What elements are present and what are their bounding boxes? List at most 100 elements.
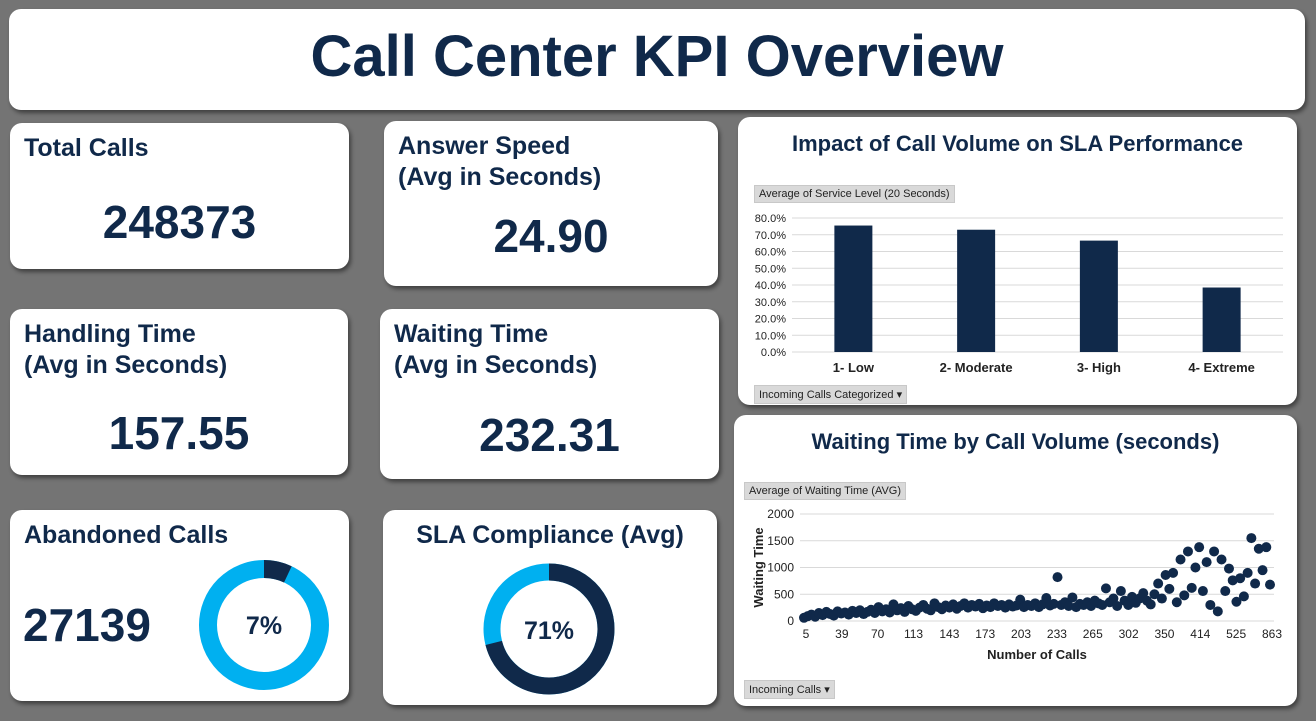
y-tick-label: 1500 <box>767 534 794 548</box>
data-point <box>1168 567 1179 578</box>
x-tick-label: 863 <box>1262 627 1282 641</box>
axis-field-label: Incoming Calls <box>749 684 822 696</box>
value-field-button[interactable]: Average of Service Level (20 Seconds) <box>754 185 955 203</box>
x-tick-label: 3- High <box>1077 360 1121 375</box>
scatter-chart: 0 500 1000 1500 2000 5 39 70 113 143 173 203 233 265 3… <box>751 507 1282 662</box>
data-point <box>1145 599 1156 610</box>
donut-percent: 71% <box>524 617 574 645</box>
kpi-waiting-time: Waiting Time (Avg in Seconds) 232.31 <box>380 309 719 479</box>
data-point <box>1231 596 1242 607</box>
title-card: Call Center KPI Overview <box>9 9 1305 110</box>
data-point <box>1048 598 1059 609</box>
x-tick-label: 350 <box>1154 627 1174 641</box>
data-point <box>1209 546 1220 557</box>
x-tick-label: 1- Low <box>833 360 875 375</box>
y-tick-label: 0.0% <box>761 347 786 359</box>
x-axis-label: Number of Calls <box>987 647 1087 662</box>
y-axis-label: Waiting Time <box>751 527 766 607</box>
data-point <box>1197 586 1208 597</box>
data-point <box>1253 543 1264 554</box>
data-point <box>1246 533 1257 544</box>
data-point <box>1205 599 1216 610</box>
kpi-handling-time: Handling Time (Avg in Seconds) 157.55 <box>10 309 348 475</box>
kpi-sla-compliance: SLA Compliance (Avg) 71% <box>383 510 717 705</box>
axis-field-label: Incoming Calls Categorized <box>759 389 894 401</box>
kpi-label: Waiting Time (Avg in Seconds) <box>394 320 598 379</box>
kpi-total-calls: Total Calls 248373 <box>10 123 349 269</box>
x-tick-label: 525 <box>1226 627 1246 641</box>
data-point <box>1171 597 1182 608</box>
data-point <box>1149 589 1160 600</box>
kpi-value: 24.90 <box>493 210 609 262</box>
x-tick-label: 173 <box>975 627 995 641</box>
chart-title: Waiting Time by Call Volume (seconds) <box>811 429 1220 454</box>
chart-title: Impact of Call Volume on SLA Performance <box>791 131 1244 156</box>
kpi-label: Abandoned Calls <box>24 521 229 549</box>
y-tick-label: 40.0% <box>755 280 786 292</box>
data-point <box>1242 567 1253 578</box>
data-point <box>1201 557 1212 568</box>
data-point <box>1212 606 1223 617</box>
kpi-label: SLA Compliance (Avg) <box>416 521 684 549</box>
y-tick-label: 30.0% <box>755 297 786 309</box>
axis-field-button[interactable]: Incoming Calls ▾ <box>744 680 835 699</box>
dropdown-arrow-icon: ▾ <box>824 684 830 696</box>
data-point <box>1257 565 1268 576</box>
data-point <box>1220 586 1231 597</box>
data-point <box>1063 601 1074 612</box>
kpi-value: 248373 <box>102 196 257 248</box>
kpi-answer-speed: Answer Speed (Avg in Seconds) 24.90 <box>384 121 718 286</box>
bar <box>1079 240 1118 352</box>
data-point <box>1175 554 1186 565</box>
x-tick-label: 203 <box>1011 627 1031 641</box>
data-point <box>1112 601 1123 612</box>
dropdown-arrow-icon: ▾ <box>896 389 903 401</box>
x-tick-label: 70 <box>871 627 885 641</box>
x-tick-label: 2- Moderate <box>940 360 1013 375</box>
bar-chart: 0.0% 10.0% 20.0% 30.0% 40.0% 50.0% 60.0% 70.0% 8… <box>755 213 1283 375</box>
y-tick-label: 1000 <box>767 561 794 575</box>
data-point <box>1190 562 1201 573</box>
bar <box>1202 287 1241 352</box>
kpi-abandoned-calls: Abandoned Calls 27139 7% <box>10 510 349 701</box>
x-tick-label: 5 <box>803 627 810 641</box>
kpi-label: Handling Time (Avg in Seconds) <box>24 320 228 379</box>
donut-percent: 7% <box>246 612 282 640</box>
data-point <box>1179 590 1190 601</box>
data-point <box>1250 578 1261 589</box>
data-point <box>1041 592 1052 603</box>
sla-donut: 71% <box>483 563 615 695</box>
data-point <box>1235 573 1246 584</box>
data-point <box>1108 593 1119 604</box>
kpi-value: 27139 <box>23 599 151 651</box>
y-tick-label: 10.0% <box>755 330 786 342</box>
x-tick-label: 4- Extreme <box>1188 360 1254 375</box>
data-point <box>1265 579 1275 590</box>
donut-value-arc <box>483 563 615 695</box>
data-point <box>1216 554 1227 565</box>
value-field-button[interactable]: Average of Waiting Time (AVG) <box>744 482 907 500</box>
data-point <box>1194 542 1205 553</box>
data-point <box>1153 578 1164 589</box>
x-tick-label: 39 <box>835 627 849 641</box>
y-tick-label: 60.0% <box>755 247 786 259</box>
data-point <box>1115 586 1126 597</box>
x-tick-label: 414 <box>1190 627 1210 641</box>
y-tick-label: 2000 <box>767 507 794 521</box>
x-tick-label: 113 <box>904 627 923 641</box>
y-tick-label: 20.0% <box>755 314 786 326</box>
axis-field-button[interactable]: Incoming Calls Categorized ▾ <box>754 385 908 404</box>
abandoned-donut: 7% <box>199 560 329 690</box>
waiting-scatter-card: Waiting Time by Call Volume (seconds) Av… <box>734 415 1297 706</box>
page-title: Call Center KPI Overview <box>310 24 1004 89</box>
x-tick-label: 302 <box>1119 627 1139 641</box>
data-point <box>1067 592 1078 603</box>
data-point <box>1164 583 1175 594</box>
data-point <box>1186 582 1197 593</box>
data-point <box>1238 591 1249 602</box>
data-point <box>1182 546 1193 557</box>
kpi-value: 157.55 <box>108 407 250 459</box>
kpi-label: Total Calls <box>24 134 149 162</box>
x-tick-label: 233 <box>1047 627 1067 641</box>
y-tick-label: 80.0% <box>755 213 786 225</box>
